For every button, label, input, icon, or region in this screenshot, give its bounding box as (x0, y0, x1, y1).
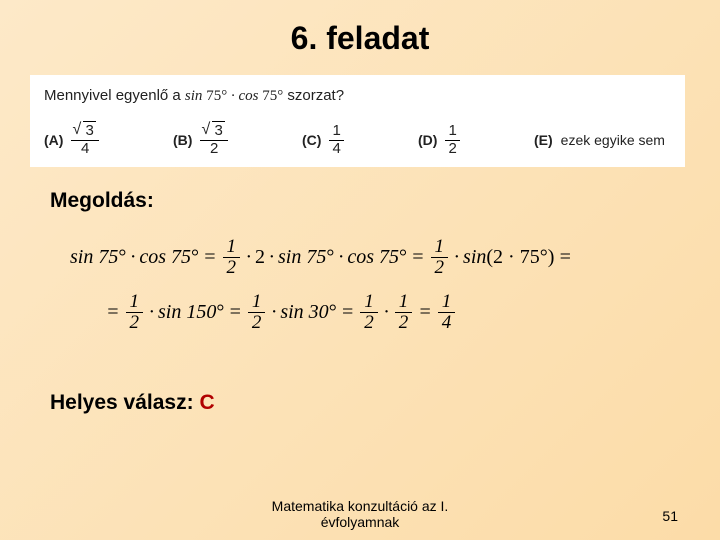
option-d-num: 1 (445, 123, 459, 141)
option-e-text: ezek egyike sem (561, 132, 665, 148)
frac-quarter: 14 (438, 292, 456, 333)
slide-root: 6. feladat Mennyivel egyenlő a sin 75° ·… (0, 0, 720, 540)
answer-line: Helyes válasz: C (50, 391, 720, 415)
dot-8: · (384, 301, 389, 324)
dot-4: · (338, 246, 343, 269)
answer-label: Helyes válasz: (50, 391, 199, 414)
option-b-num: 3 (212, 121, 224, 139)
term-sin150: sin 150° (158, 301, 224, 324)
footer-line-2: évfolyamnak (321, 514, 400, 530)
answer-letter: C (199, 391, 214, 414)
option-e: (E) ezek egyike sem (534, 132, 665, 148)
term-cos75: cos 75° (139, 246, 199, 269)
frac-half-5: 12 (360, 292, 378, 333)
frac-half-6: 12 (395, 292, 413, 333)
question-math: sin 75° · cos 75° (185, 88, 283, 104)
option-a-num: 3 (83, 121, 95, 139)
frac-half-4: 12 (248, 292, 266, 333)
two-1: 2 (255, 246, 265, 269)
option-d-label: (D) (418, 132, 437, 148)
footer-text: Matematika konzultáció az I. évfolyamnak (0, 498, 720, 530)
option-d: (D) 1 2 (418, 123, 460, 157)
eq-6: = (341, 301, 355, 324)
eq-3: = (558, 246, 572, 269)
option-e-label: (E) (534, 132, 553, 148)
option-b-label: (B) (173, 132, 192, 148)
dot-5: · (454, 246, 459, 269)
question-suffix: szorzat? (287, 87, 344, 104)
term-sin75: sin 75° (70, 246, 126, 269)
question-text: Mennyivel egyenlő a sin 75° · cos 75° sz… (44, 87, 671, 105)
option-c: (C) 1 4 (302, 123, 344, 157)
solution-area: sin 75° · cos 75° = 12 · 2 · sin 75° · c… (70, 237, 720, 333)
slide-title: 6. feladat (0, 20, 720, 57)
solution-label: Megoldás: (50, 189, 720, 213)
option-c-num: 1 (329, 123, 343, 141)
solution-line-2: = 12 · sin 150° = 12 · sin 30° = 12 · 12… (106, 292, 720, 333)
options-row: (A) 3 4 (B) 3 2 (C) 1 4 (44, 123, 671, 157)
option-a-den: 4 (78, 141, 92, 158)
page-number: 51 (662, 508, 678, 524)
frac-half-3: 12 (126, 292, 144, 333)
option-c-frac: 1 4 (329, 123, 343, 157)
dot-1: · (130, 246, 135, 269)
term-cos75-2: cos 75° (347, 246, 407, 269)
eq-2: = (411, 246, 425, 269)
eq-1: = (203, 246, 217, 269)
option-d-frac: 1 2 (445, 123, 459, 157)
term-sin-paren: sin(2 · 75°) (463, 246, 554, 269)
eq-7: = (418, 301, 432, 324)
dot-6: · (149, 301, 154, 324)
option-a: (A) 3 4 (44, 123, 99, 157)
option-b-den: 2 (207, 141, 221, 158)
option-a-label: (A) (44, 132, 63, 148)
option-c-label: (C) (302, 132, 321, 148)
problem-box: Mennyivel egyenlő a sin 75° · cos 75° sz… (30, 75, 685, 167)
option-b-frac: 3 2 (200, 123, 227, 157)
question-prefix: Mennyivel egyenlő a (44, 87, 185, 104)
term-sin30: sin 30° (280, 301, 336, 324)
term-sin75-2: sin 75° (278, 246, 334, 269)
eq-5: = (228, 301, 242, 324)
frac-half-2: 12 (431, 237, 449, 278)
eq-4: = (106, 301, 120, 324)
solution-line-1: sin 75° · cos 75° = 12 · 2 · sin 75° · c… (70, 237, 720, 278)
dot-2: · (246, 246, 251, 269)
frac-half-1: 12 (223, 237, 241, 278)
dot-3: · (269, 246, 274, 269)
option-d-den: 2 (445, 141, 459, 158)
option-a-frac: 3 4 (71, 123, 98, 157)
footer-line-1: Matematika konzultáció az I. (272, 498, 449, 514)
dot-7: · (271, 301, 276, 324)
option-b: (B) 3 2 (173, 123, 228, 157)
option-c-den: 4 (329, 141, 343, 158)
